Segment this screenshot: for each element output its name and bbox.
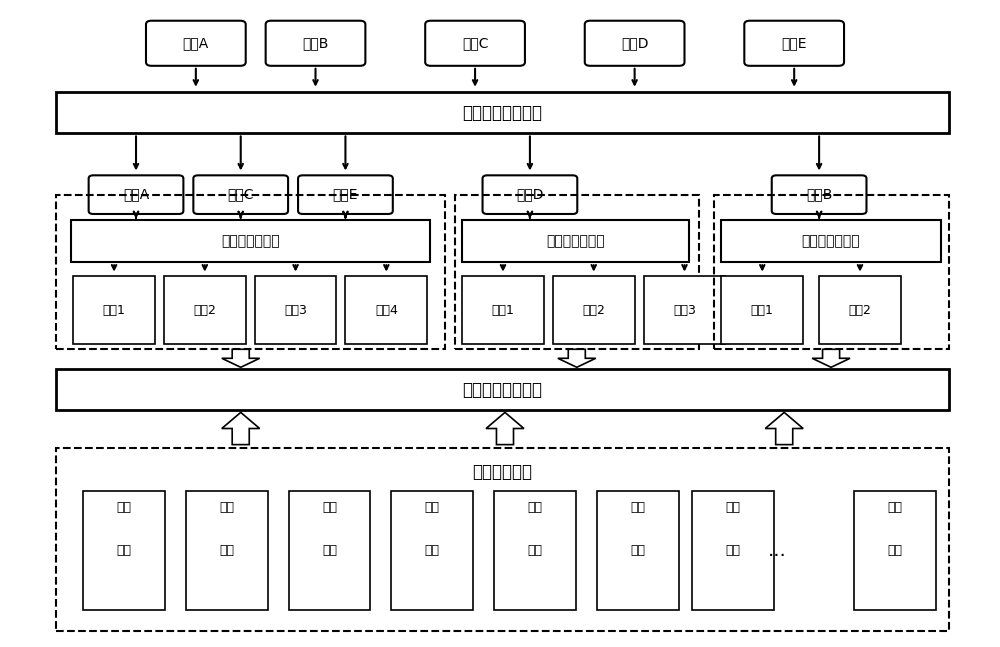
Text: 节点1: 节点1 [751, 304, 774, 317]
Text: 节点: 节点 [887, 544, 902, 557]
Polygon shape [222, 349, 260, 367]
Bar [56, 448, 949, 631]
Bar [692, 491, 774, 610]
Text: 节点: 节点 [425, 501, 440, 514]
Bar [721, 221, 941, 262]
Bar [56, 369, 949, 410]
Bar [553, 276, 635, 344]
FancyBboxPatch shape [744, 21, 844, 66]
Text: 服务C: 服务C [227, 188, 254, 202]
Text: 服务器资源池: 服务器资源池 [472, 463, 532, 481]
Text: 节点: 节点 [887, 501, 902, 514]
Text: 服务E: 服务E [333, 188, 358, 202]
Text: 节点: 节点 [726, 501, 741, 514]
Text: 节点3: 节点3 [673, 304, 696, 317]
FancyBboxPatch shape [146, 21, 246, 66]
Polygon shape [558, 349, 596, 367]
Bar [494, 491, 576, 610]
FancyBboxPatch shape [483, 175, 577, 214]
Bar [73, 276, 155, 344]
Text: 热数据服务集群: 热数据服务集群 [221, 234, 280, 248]
Text: 节点3: 节点3 [284, 304, 307, 317]
Bar [56, 195, 445, 349]
Text: 负载监控弹性伸缩: 负载监控弹性伸缩 [462, 380, 542, 399]
FancyBboxPatch shape [298, 175, 393, 214]
Text: 服务B: 服务B [302, 36, 329, 50]
Bar [186, 491, 268, 610]
FancyBboxPatch shape [193, 175, 288, 214]
Bar [854, 491, 936, 610]
Bar [462, 221, 689, 262]
Text: 服务B: 服务B [806, 188, 832, 202]
Text: 服务监控动态调整: 服务监控动态调整 [462, 104, 542, 122]
Bar [289, 491, 370, 610]
Text: 节点: 节点 [630, 544, 645, 557]
Bar [819, 276, 901, 344]
Bar [462, 276, 544, 344]
Bar [597, 491, 679, 610]
Bar [714, 195, 949, 349]
Polygon shape [812, 349, 850, 367]
Bar [721, 276, 803, 344]
Text: 节点: 节点 [527, 501, 542, 514]
Text: 暖数据服务集群: 暖数据服务集群 [546, 234, 605, 248]
Text: 服务E: 服务E [781, 36, 807, 50]
Bar [391, 491, 473, 610]
Text: 节点: 节点 [219, 501, 234, 514]
Text: 节点1: 节点1 [492, 304, 514, 317]
Bar [71, 221, 430, 262]
Text: 服务D: 服务D [621, 36, 648, 50]
Text: 节点: 节点 [117, 501, 132, 514]
Text: 节点: 节点 [726, 544, 741, 557]
Text: 节点: 节点 [219, 544, 234, 557]
Text: ...: ... [768, 541, 787, 560]
Text: 节点2: 节点2 [849, 304, 871, 317]
Text: 节点: 节点 [630, 501, 645, 514]
Text: 节点1: 节点1 [103, 304, 126, 317]
Text: 节点2: 节点2 [582, 304, 605, 317]
Text: 冷数据服务集群: 冷数据服务集群 [802, 234, 860, 248]
Polygon shape [222, 412, 260, 444]
Bar [56, 92, 949, 133]
Polygon shape [765, 412, 803, 444]
Text: 节点: 节点 [527, 544, 542, 557]
Bar [255, 276, 336, 344]
Bar [455, 195, 699, 349]
Bar [83, 491, 165, 610]
Text: 服务C: 服务C [462, 36, 488, 50]
Bar [345, 276, 427, 344]
FancyBboxPatch shape [772, 175, 866, 214]
Polygon shape [486, 412, 524, 444]
Text: 服务A: 服务A [123, 188, 149, 202]
FancyBboxPatch shape [266, 21, 365, 66]
Text: 节点4: 节点4 [375, 304, 398, 317]
Text: 服务D: 服务D [516, 188, 544, 202]
Text: 节点2: 节点2 [193, 304, 216, 317]
Text: 节点: 节点 [425, 544, 440, 557]
FancyBboxPatch shape [89, 175, 183, 214]
Text: 服务A: 服务A [183, 36, 209, 50]
FancyBboxPatch shape [585, 21, 684, 66]
Bar [644, 276, 725, 344]
Text: 节点: 节点 [322, 544, 337, 557]
FancyBboxPatch shape [425, 21, 525, 66]
Text: 节点: 节点 [322, 501, 337, 514]
Bar [164, 276, 246, 344]
Text: 节点: 节点 [117, 544, 132, 557]
